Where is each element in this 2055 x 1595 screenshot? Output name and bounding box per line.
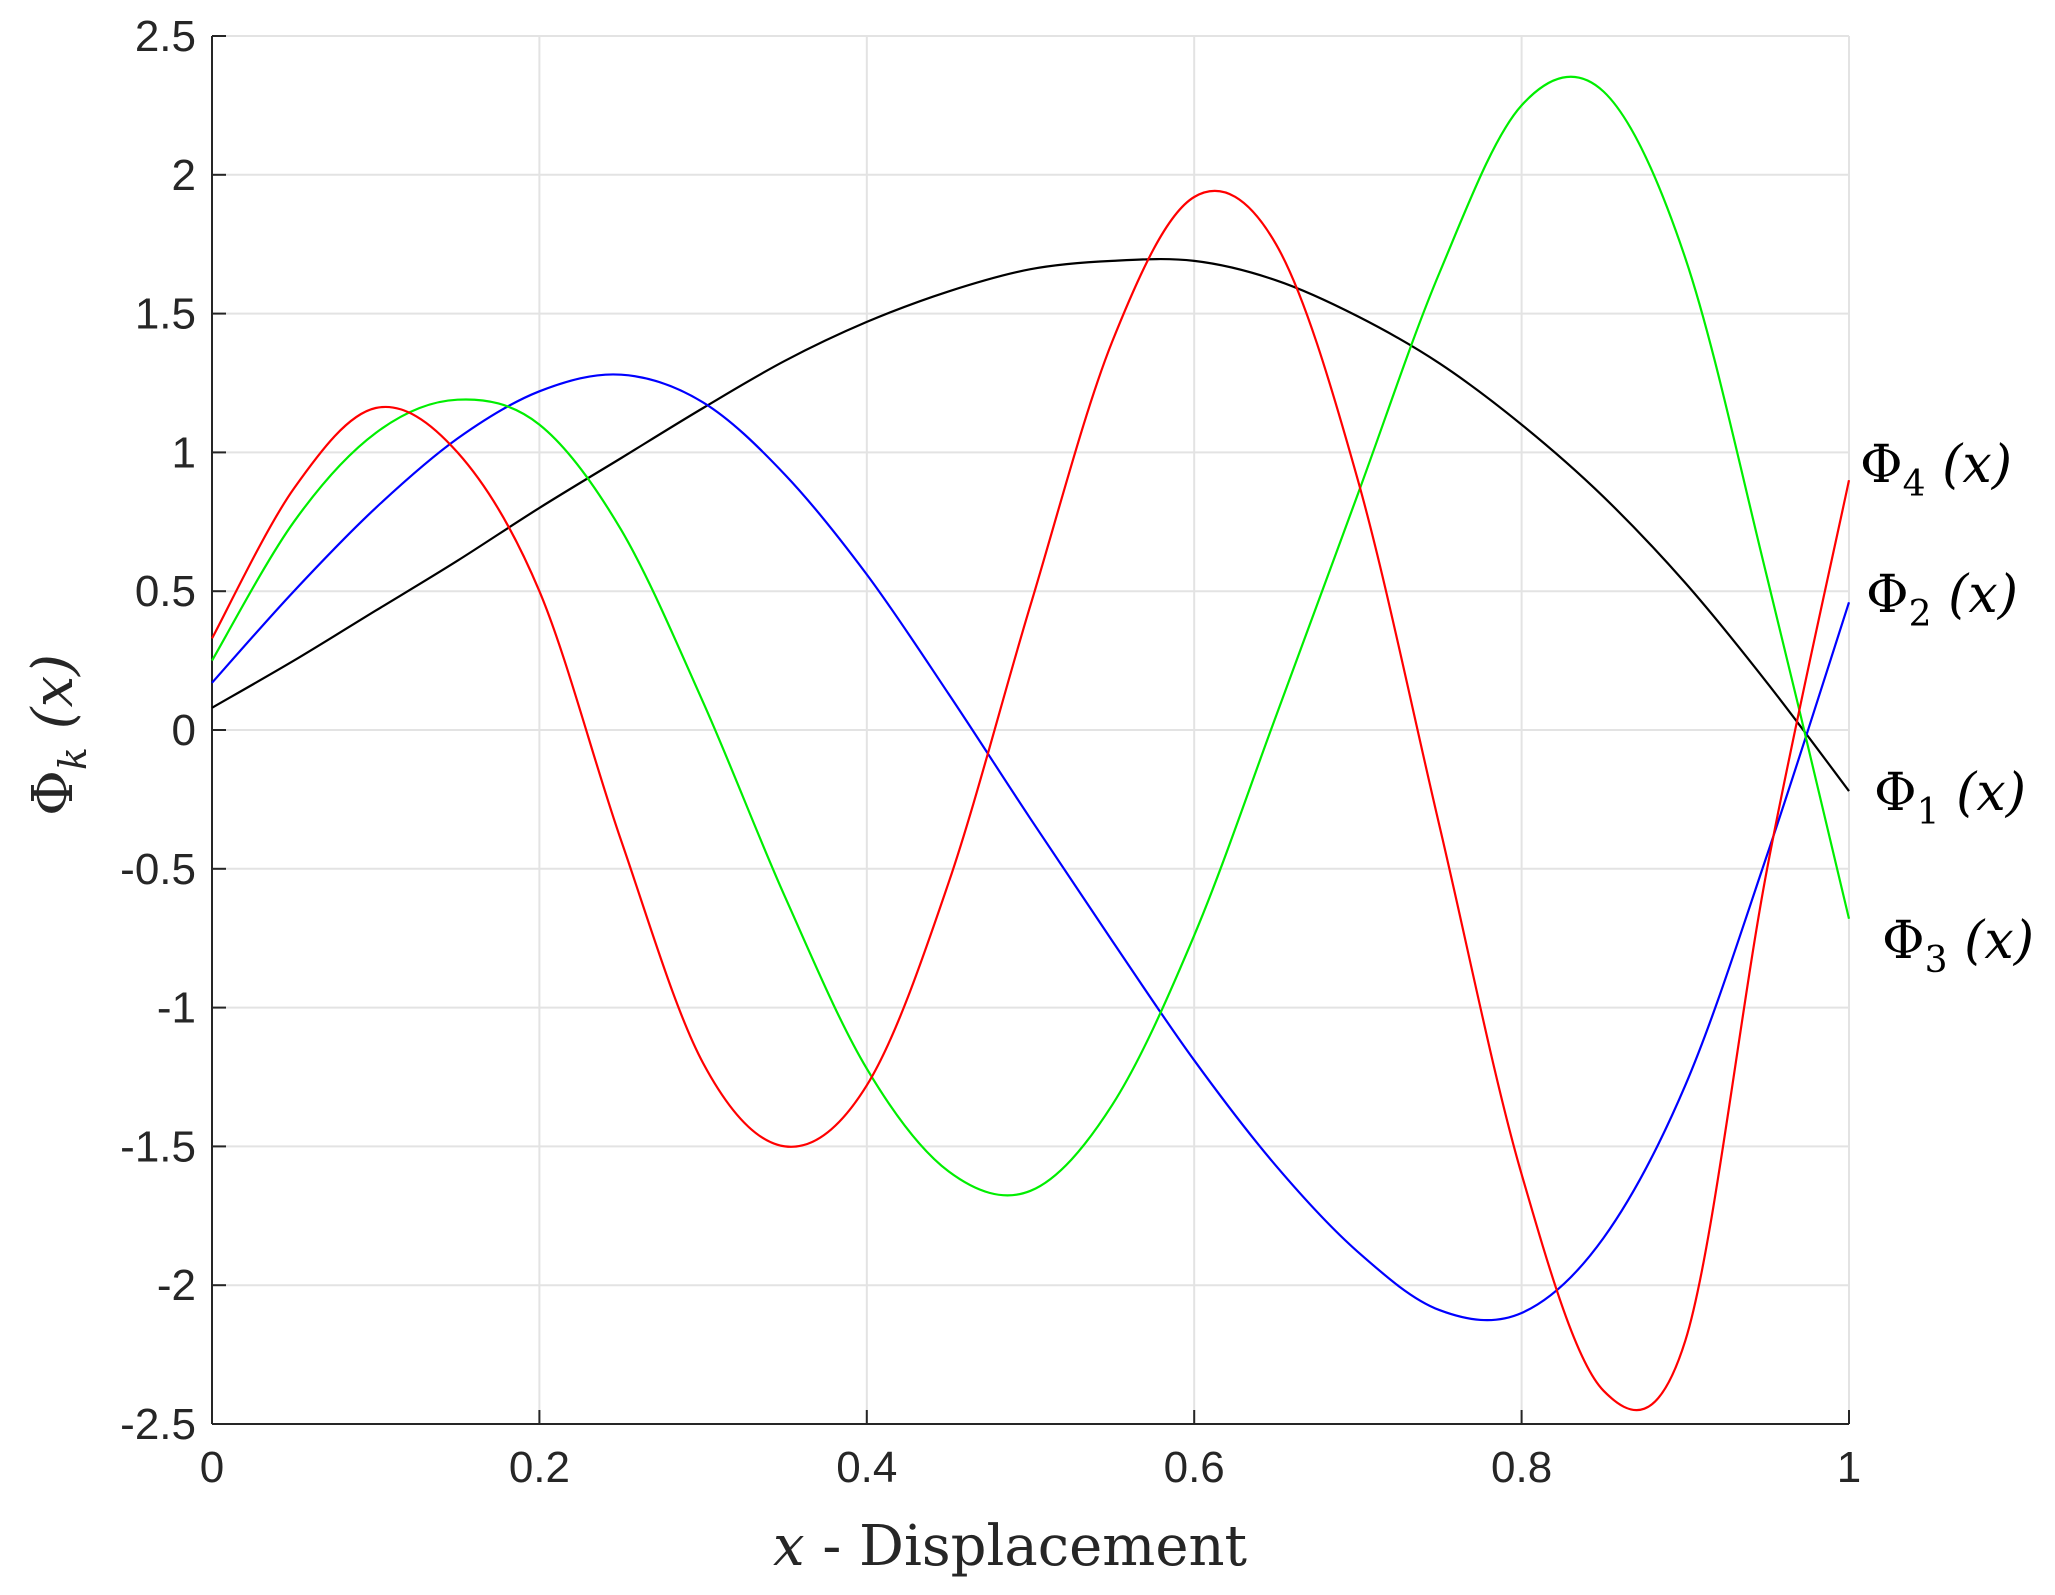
y-tick-label: 2.5 [135, 12, 196, 61]
series-labels: Φ4 (x) Φ2 (x) Φ1 (x) Φ3 (x) [1860, 435, 2034, 981]
y-tick-label: -2.5 [120, 1400, 196, 1449]
grid [211, 35, 1850, 1425]
series-line-phi3 [211, 75, 1851, 1197]
y-tick-label: -2 [157, 1261, 196, 1310]
series-label-phi1: Φ1 (x) [1874, 763, 2026, 833]
series-line-phi2 [211, 373, 1851, 1322]
series-label-phi3: Φ3 (x) [1882, 911, 2034, 981]
series-label-phi2: Φ2 (x) [1866, 565, 2018, 635]
y-tick-label: 0 [172, 706, 196, 755]
series-line-phi1 [211, 257, 1850, 792]
x-tick-label: 0.6 [1164, 1443, 1225, 1492]
tick-labels: 0 0.2 0.4 0.6 0.8 1 2.5 2 1.5 1 0.5 0 -0.5 -1 -1.5 -2 -2… [120, 12, 1861, 1492]
series-line-phi4 [211, 189, 1851, 1412]
y-tick-label: -1.5 [120, 1122, 196, 1171]
x-tick-label: 0.4 [836, 1443, 897, 1492]
y-tick-label: 1.5 [135, 290, 196, 339]
series-label-phi4: Φ4 (x) [1860, 435, 2012, 505]
x-tick-label: 0 [200, 1443, 224, 1492]
x-tick-label: 1 [1837, 1443, 1861, 1492]
y-tick-label: 2 [172, 151, 196, 200]
y-tick-label: -1 [157, 984, 196, 1033]
tick-marks [211, 35, 1850, 1425]
y-tick-label: 0.5 [135, 567, 196, 616]
y-tick-label: 1 [172, 428, 196, 477]
y-axis-title: Φk (x) [21, 654, 95, 816]
x-tick-label: 0.2 [509, 1443, 570, 1492]
y-tick-label: -0.5 [120, 845, 196, 894]
x-axis-title: x - Displacement [773, 1514, 1248, 1579]
x-tick-label: 0.8 [1491, 1443, 1552, 1492]
series-lines [211, 75, 1851, 1412]
